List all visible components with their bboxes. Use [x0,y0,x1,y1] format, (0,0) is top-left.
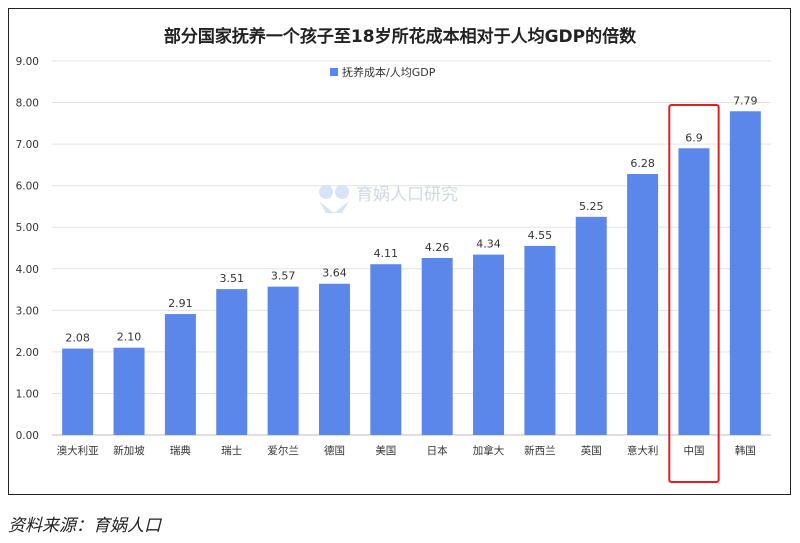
bar [267,286,299,435]
bar-value-label: 4.11 [374,247,399,260]
y-tick-label: 9.00 [16,56,39,68]
x-tick-label: 瑞典 [170,444,191,457]
chart-title: 部分国家抚养一个孩子至18岁所花成本相对于人均GDP的倍数 [164,26,637,47]
x-tick-label: 日本 [427,444,448,457]
x-tick-label: 德国 [324,444,345,457]
bar [421,257,453,435]
x-tick-label: 爱尔兰 [267,444,299,457]
y-tick-label: 6.00 [16,181,39,193]
x-tick-label: 新加坡 [113,444,145,457]
bar-value-label: 3.64 [322,267,347,280]
source-note: 资料来源：育娲人口 [8,516,161,536]
bar-value-label: 5.25 [579,200,604,213]
x-tick-label: 美国 [375,444,396,457]
bar [370,264,402,435]
bar [318,283,350,435]
bar [678,148,710,435]
bar-value-label: 4.34 [476,238,501,251]
bar-chart: 部分国家抚养一个孩子至18岁所花成本相对于人均GDP的倍数 抚养成本/人均GDP… [16,26,771,483]
bar-value-label: 4.55 [528,229,553,242]
bar [473,254,505,435]
bar [216,289,248,435]
y-tick-label: 3.00 [16,305,39,317]
bar-value-label: 6.9 [685,131,703,144]
bar [62,348,94,435]
x-tick-label: 意大利 [627,444,659,457]
bar-value-label: 7.79 [733,94,758,107]
bar-value-label: 3.51 [220,272,245,285]
x-tick-label: 澳大利亚 [57,444,99,457]
watermark-logo-icon [319,185,349,213]
y-tick-label: 0.00 [16,430,39,442]
x-tick-label: 新西兰 [524,444,556,457]
bar [524,245,556,435]
bar-value-label: 3.57 [271,270,296,283]
highlight-box-china [668,104,720,483]
y-tick-label: 1.00 [16,388,39,400]
bar [575,216,607,435]
y-tick-label: 4.00 [16,264,39,276]
chart-figure: 部分国家抚养一个孩子至18岁所花成本相对于人均GDP的倍数 抚养成本/人均GDP… [8,8,791,495]
y-tick-label: 8.00 [16,98,39,110]
y-tick-label: 7.00 [16,139,39,151]
y-tick-label: 2.00 [16,347,39,359]
watermark: 育娲人口研究 [319,185,458,213]
bar-value-label: 4.26 [425,241,450,254]
bar-value-label: 2.08 [65,332,90,345]
bar [627,174,659,435]
bar-value-label: 2.10 [117,331,142,344]
legend-label: 抚养成本/人均GDP [342,65,436,79]
bar-value-label: 6.28 [630,157,655,170]
x-tick-label: 瑞士 [221,444,242,457]
x-tick-label: 中国 [683,444,704,457]
x-tick-label: 英国 [581,444,602,457]
bar-value-label: 2.91 [168,297,193,310]
bar [113,347,145,435]
bar [729,111,761,435]
watermark-text: 育娲人口研究 [356,185,458,205]
y-tick-label: 5.00 [16,222,39,234]
bar [164,314,196,435]
x-tick-label: 加拿大 [473,444,505,457]
x-tick-label: 韩国 [735,444,756,457]
legend-swatch [330,68,338,76]
